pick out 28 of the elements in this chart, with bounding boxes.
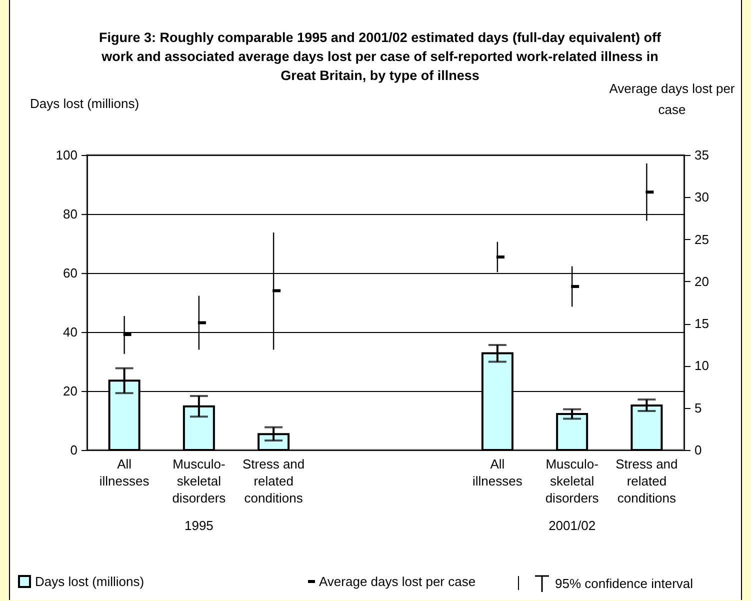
y2-tick-label: 35 bbox=[694, 148, 709, 162]
y-tick-label: 80 bbox=[63, 206, 78, 222]
x-tick-label: All illnesses bbox=[472, 456, 523, 488]
x-tick-label: Stress and related conditions bbox=[242, 456, 305, 506]
y-tick-label: 20 bbox=[63, 384, 78, 398]
y-tick-label: 0 bbox=[70, 442, 78, 458]
y-tick-label: 40 bbox=[63, 324, 78, 340]
y2-axis-title: Average days lost per case bbox=[608, 80, 736, 119]
y2-tick-label: 25 bbox=[694, 232, 709, 247]
x-tick-label: All illnesses bbox=[99, 456, 150, 488]
y2-tick-label: 10 bbox=[694, 358, 709, 374]
text: 95% confidence interval bbox=[555, 576, 694, 590]
text: 2001/02 bbox=[548, 518, 596, 533]
y-tick-label: 100 bbox=[56, 148, 78, 162]
legend-label: Average days lost per case bbox=[319, 574, 476, 589]
x-tick-label: Musculo-skeletal disorders bbox=[172, 456, 226, 506]
legend-label: Days lost (millions) bbox=[35, 574, 144, 589]
y2-tick-label: 0 bbox=[694, 442, 702, 458]
y2-tick-label: 15 bbox=[694, 316, 709, 332]
y-axis-title: Days lost (millions) bbox=[30, 96, 140, 111]
y2-tick-label: 5 bbox=[694, 400, 702, 416]
x-tick-label: Musculo-skeletal disorders bbox=[545, 456, 600, 506]
text: 1995 bbox=[184, 518, 214, 533]
y2-tick-label: 20 bbox=[694, 274, 709, 289]
chart-title: Figure 3: Roughly comparable 1995 and 2001/02 estimated days (full-day equivalent) off work and associated average days lost per case of self-reported work-related illness in Great Britain, by type of illness bbox=[99, 30, 661, 83]
y-tick-label: 60 bbox=[63, 266, 78, 280]
y2-tick-label: 30 bbox=[694, 190, 709, 205]
x-tick-label: Stress and related conditions bbox=[616, 456, 678, 506]
